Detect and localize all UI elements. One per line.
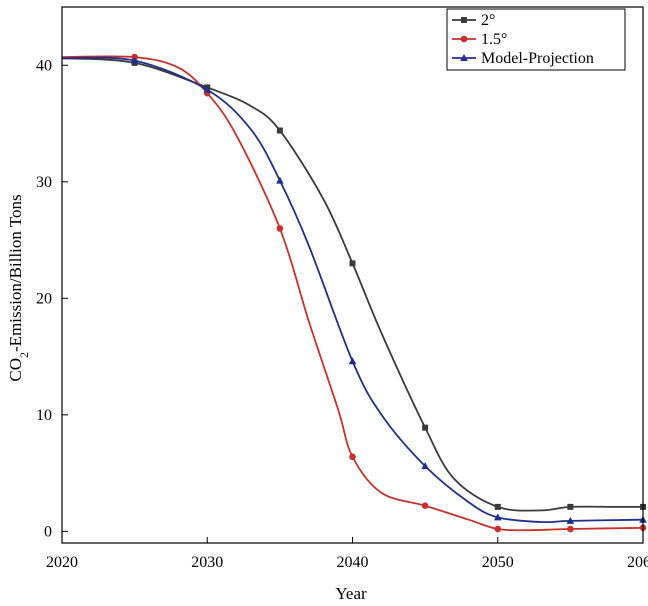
legend-item: Model-Projection xyxy=(452,50,594,67)
legend-label: 2° xyxy=(481,12,495,29)
legend: 2° 1.5° Model-Projection xyxy=(446,8,626,71)
legend-marker xyxy=(460,35,468,43)
x-tick-label: 2040 xyxy=(337,554,369,571)
data-point xyxy=(494,525,502,533)
x-tick-label: 2020 xyxy=(46,554,78,571)
data-point xyxy=(349,260,356,267)
data-point xyxy=(422,424,429,431)
y-tick-label: 20 xyxy=(36,290,52,307)
y-axis-title: CO2-Emission/Billion Tons xyxy=(6,194,31,381)
data-point xyxy=(276,127,283,134)
data-point xyxy=(421,462,429,470)
y-tick-label: 30 xyxy=(36,174,52,191)
data-point xyxy=(276,176,284,184)
data-point xyxy=(130,56,139,64)
series-0 xyxy=(61,57,646,512)
series-line xyxy=(61,56,644,524)
x-axis-title: Year xyxy=(335,584,367,603)
data-point xyxy=(493,513,502,521)
legend-label: 1.5° xyxy=(481,31,507,48)
legend-label: Model-Projection xyxy=(481,50,594,67)
series-line xyxy=(61,57,643,512)
plot-area xyxy=(61,53,647,533)
plot-frame xyxy=(61,6,644,544)
series-2 xyxy=(61,56,647,524)
x-tick-label: 2030 xyxy=(191,554,223,571)
series-line xyxy=(61,55,644,532)
data-point xyxy=(567,525,574,533)
y-axis-title-suffix: -Emission/Billion Tons xyxy=(6,194,25,352)
data-point xyxy=(567,503,574,510)
series-1 xyxy=(61,53,647,533)
legend-item: 1.5° xyxy=(452,31,507,48)
y-axis-title-subscript: 2 xyxy=(17,352,31,358)
data-point xyxy=(203,85,212,93)
y-axis-title-prefix: CO xyxy=(6,358,25,382)
data-point xyxy=(421,502,429,510)
data-point xyxy=(276,225,284,232)
y-tick-label: 40 xyxy=(36,57,52,74)
legend-marker xyxy=(461,17,467,23)
legend-item: 2° xyxy=(452,12,495,29)
data-point xyxy=(566,516,575,524)
data-point xyxy=(494,503,501,510)
x-tick-label: 2050 xyxy=(482,554,514,571)
y-axis-ticks: 0 10 20 30 40 xyxy=(36,57,68,540)
data-point xyxy=(348,357,357,365)
legend-box xyxy=(446,8,626,71)
y-tick-label: 0 xyxy=(44,523,52,540)
data-point xyxy=(349,453,356,461)
y-tick-label: 10 xyxy=(36,407,52,424)
legend-marker xyxy=(460,54,468,61)
